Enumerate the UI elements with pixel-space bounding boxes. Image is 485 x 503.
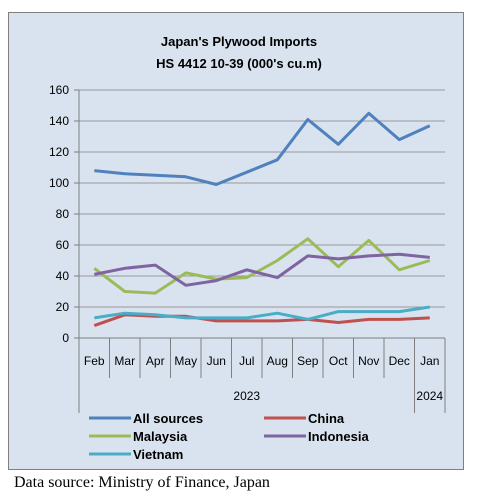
legend-label-china: China xyxy=(308,411,345,426)
chart-frame: Japan's Plywood Imports HS 4412 10-39 (0… xyxy=(8,12,464,470)
chart-subtitle: HS 4412 10-39 (000's cu.m) xyxy=(156,56,322,71)
chart-svg: Japan's Plywood Imports HS 4412 10-39 (0… xyxy=(49,34,446,462)
year-group-label: 2024 xyxy=(416,389,443,403)
legend-label-vietnam: Vietnam xyxy=(133,447,183,462)
y-tick-label: 40 xyxy=(56,269,70,283)
year-group-label: 2023 xyxy=(233,389,260,403)
x-tick-label: Jan xyxy=(420,354,439,368)
x-tick-label: Mar xyxy=(114,354,135,368)
axes: 0 20 40 60 80 100 120 140 160 Feb Mar Apr May Jun Jul A… xyxy=(49,83,446,413)
x-tick-label: Oct xyxy=(329,354,348,368)
legend: All sources China Malaysia Indonesia Vietnam xyxy=(89,411,369,462)
series-line-all-sources xyxy=(94,111,431,186)
x-tick-label: Jun xyxy=(207,354,226,368)
legend-label-all-sources: All sources xyxy=(133,411,203,426)
y-tick-label: 80 xyxy=(56,207,70,221)
legend-label-malaysia: Malaysia xyxy=(133,429,188,444)
series-line-indonesia xyxy=(94,252,430,287)
gridlines xyxy=(79,89,445,339)
legend-label-indonesia: Indonesia xyxy=(308,429,369,444)
x-tick-label: May xyxy=(174,354,197,368)
data-source-note: Data source: Ministry of Finance, Japan xyxy=(14,474,270,491)
series-line-china xyxy=(93,313,430,328)
x-tick-label: Aug xyxy=(267,354,288,368)
x-tick-label: Apr xyxy=(146,354,165,368)
series-lines xyxy=(93,111,431,328)
series-line-malaysia xyxy=(93,237,431,295)
y-tick-label: 0 xyxy=(62,331,69,345)
y-tick-label: 160 xyxy=(49,83,69,97)
x-tick-label: Jul xyxy=(239,354,254,368)
x-tick-label: Sep xyxy=(297,354,319,368)
x-tick-label: Nov xyxy=(358,354,379,368)
y-tick-label: 20 xyxy=(56,300,70,314)
y-tick-label: 120 xyxy=(49,145,69,159)
y-tick-label: 140 xyxy=(49,114,69,128)
x-tick-label: Dec xyxy=(389,354,410,368)
series-line-vietnam xyxy=(94,305,431,321)
chart-title: Japan's Plywood Imports xyxy=(161,34,317,49)
y-tick-label: 60 xyxy=(56,238,70,252)
y-tick-label: 100 xyxy=(49,176,69,190)
x-tick-label: Feb xyxy=(84,354,105,368)
